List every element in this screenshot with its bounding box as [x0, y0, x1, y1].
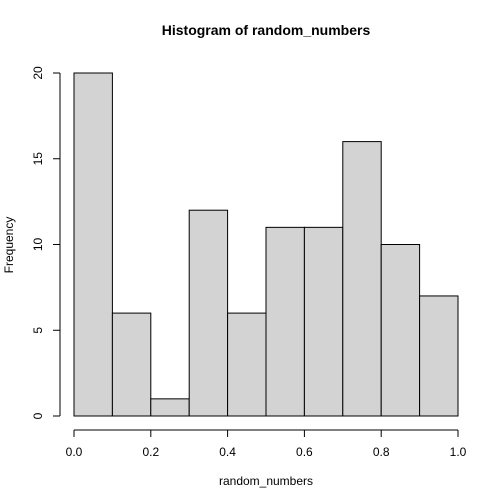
y-axis: 0 5 10 15 20	[31, 66, 61, 419]
histogram-bar-6	[303, 226, 344, 417]
x-tick-label-4: 0.8	[373, 445, 390, 459]
x-tick-label-5: 1.0	[450, 445, 467, 459]
bars-group	[73, 72, 459, 417]
x-tick-label-0: 0.0	[66, 445, 83, 459]
histogram-bar-2	[150, 398, 190, 417]
x-tick-label-3: 0.6	[296, 445, 313, 459]
y-tick-label-3: 15	[31, 152, 45, 166]
x-tick-label-1: 0.2	[142, 445, 159, 459]
y-tick-label-1: 5	[31, 327, 45, 334]
y-tick-label-0: 0	[31, 412, 45, 419]
chart-title: Histogram of random_numbers	[162, 22, 371, 38]
histogram-bar-9	[419, 295, 459, 417]
y-tick-label-2: 10	[31, 238, 45, 252]
x-tick-label-2: 0.4	[219, 445, 236, 459]
histogram-bar-4	[227, 312, 267, 417]
x-axis: 0.0 0.2 0.4 0.6 0.8 1.0	[66, 429, 467, 459]
histogram-bar-5	[265, 226, 305, 417]
x-axis-label: random_numbers	[219, 474, 313, 488]
histogram-bar-3	[188, 209, 229, 417]
y-tick-label-4: 20	[31, 66, 45, 80]
histogram-bar-0	[73, 72, 113, 417]
histogram-bar-8	[380, 244, 421, 417]
histogram-bar-1	[111, 312, 152, 417]
histogram-bar-7	[342, 141, 382, 417]
y-axis-label: Frequency	[2, 217, 16, 274]
